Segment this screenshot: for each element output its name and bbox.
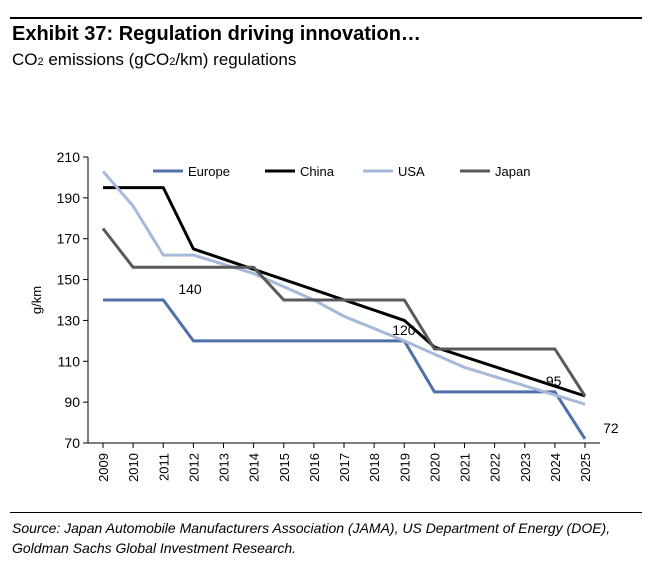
y-tick-label: 130 — [57, 312, 81, 328]
subtitle-subscript-2: 2 — [169, 56, 176, 68]
x-tick-label: 2013 — [217, 453, 232, 482]
series-line-europe — [103, 298, 587, 440]
x-tick-label: 2023 — [518, 453, 533, 482]
y-axis-label: g/km — [29, 286, 44, 314]
legend-label-china: China — [300, 164, 335, 179]
x-tick-label: 2016 — [307, 453, 322, 482]
y-tick-label: 70 — [64, 435, 80, 451]
x-tick-label: 2025 — [578, 453, 593, 482]
subtitle-prefix: CO — [12, 50, 38, 69]
y-tick-label: 170 — [57, 231, 81, 247]
x-tick-label: 2020 — [427, 453, 442, 482]
x-tick-label: 2015 — [277, 453, 292, 482]
chart-subtitle: CO2 emissions (gCO2/km) regulations — [12, 50, 296, 70]
subtitle-subscript: 2 — [37, 56, 44, 68]
data-label: 95 — [546, 373, 562, 389]
x-tick-label: 2017 — [337, 453, 352, 482]
legend-label-japan: Japan — [495, 164, 530, 179]
y-tick-label: 210 — [57, 149, 81, 165]
y-tick-label: 190 — [57, 190, 81, 206]
y-tick-label: 150 — [57, 272, 81, 288]
legend-label-europe: Europe — [188, 164, 230, 179]
x-tick-label: 2018 — [367, 453, 382, 482]
exhibit-title: Exhibit 37: Regulation driving innovatio… — [12, 23, 421, 45]
x-tick-label: 2021 — [458, 453, 473, 482]
x-tick-label: 2024 — [548, 453, 563, 482]
x-tick-label: 2022 — [488, 453, 503, 482]
data-label: 120 — [392, 322, 416, 338]
x-tick-label: 2014 — [247, 453, 262, 482]
x-tick-label: 2019 — [397, 453, 412, 482]
series-line-china — [103, 186, 586, 398]
emissions-line-chart: 70 90 110 130 150 170 190 210 2009 2010 2011 2012 20… — [29, 149, 619, 482]
y-tick-label: 90 — [64, 394, 80, 410]
legend-label-usa: USA — [398, 164, 425, 179]
x-tick-label: 2011 — [156, 453, 171, 481]
top-rule — [10, 17, 642, 19]
x-tick-label: 2009 — [96, 453, 111, 482]
bottom-rule — [10, 512, 642, 513]
y-tick-label: 110 — [58, 353, 81, 369]
x-tick-label: 2010 — [126, 453, 141, 482]
data-label: 140 — [178, 281, 202, 297]
subtitle-mid: emissions (gCO — [43, 50, 170, 69]
series-line-usa — [101, 170, 586, 406]
series-line-japan — [101, 227, 587, 397]
subtitle-suffix: /km) regulations — [175, 50, 297, 69]
source-note: Source: Japan Automobile Manufacturers A… — [12, 520, 611, 556]
data-label: 72 — [603, 420, 619, 436]
x-tick-label: 2012 — [186, 453, 201, 482]
